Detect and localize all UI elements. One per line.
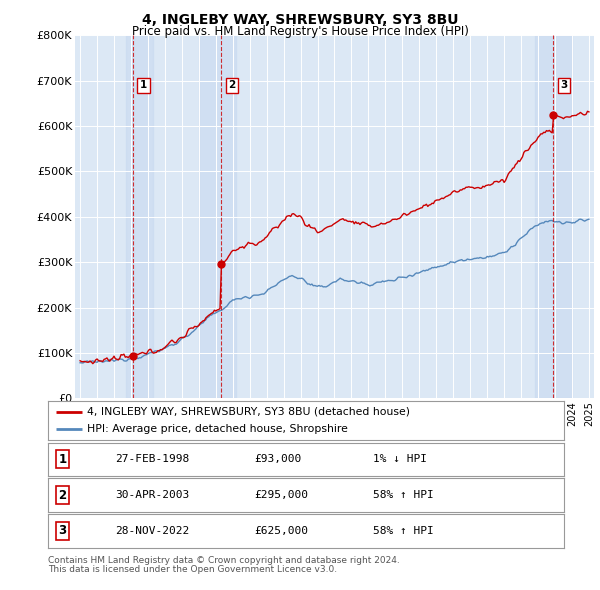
- Text: 3: 3: [560, 80, 568, 90]
- Text: Price paid vs. HM Land Registry's House Price Index (HPI): Price paid vs. HM Land Registry's House …: [131, 25, 469, 38]
- Text: This data is licensed under the Open Government Licence v3.0.: This data is licensed under the Open Gov…: [48, 565, 337, 574]
- Text: 58% ↑ HPI: 58% ↑ HPI: [373, 526, 434, 536]
- Text: 2: 2: [58, 489, 67, 502]
- Text: Contains HM Land Registry data © Crown copyright and database right 2024.: Contains HM Land Registry data © Crown c…: [48, 556, 400, 565]
- Bar: [199, 35, 236, 398]
- Text: 1: 1: [58, 453, 67, 466]
- Text: 1: 1: [140, 80, 147, 90]
- Text: 4, INGLEBY WAY, SHREWSBURY, SY3 8BU (detached house): 4, INGLEBY WAY, SHREWSBURY, SY3 8BU (det…: [86, 407, 410, 417]
- Text: HPI: Average price, detached house, Shropshire: HPI: Average price, detached house, Shro…: [86, 424, 347, 434]
- Bar: [535, 35, 572, 398]
- Text: 2: 2: [228, 80, 235, 90]
- Text: 28-NOV-2022: 28-NOV-2022: [115, 526, 190, 536]
- Text: £93,000: £93,000: [254, 454, 302, 464]
- Text: 3: 3: [58, 525, 67, 537]
- Text: 1% ↓ HPI: 1% ↓ HPI: [373, 454, 427, 464]
- Text: 58% ↑ HPI: 58% ↑ HPI: [373, 490, 434, 500]
- Text: 27-FEB-1998: 27-FEB-1998: [115, 454, 190, 464]
- Text: 4, INGLEBY WAY, SHREWSBURY, SY3 8BU: 4, INGLEBY WAY, SHREWSBURY, SY3 8BU: [142, 13, 458, 27]
- Text: 30-APR-2003: 30-APR-2003: [115, 490, 190, 500]
- Text: £295,000: £295,000: [254, 490, 308, 500]
- Text: £625,000: £625,000: [254, 526, 308, 536]
- Bar: [126, 35, 153, 398]
